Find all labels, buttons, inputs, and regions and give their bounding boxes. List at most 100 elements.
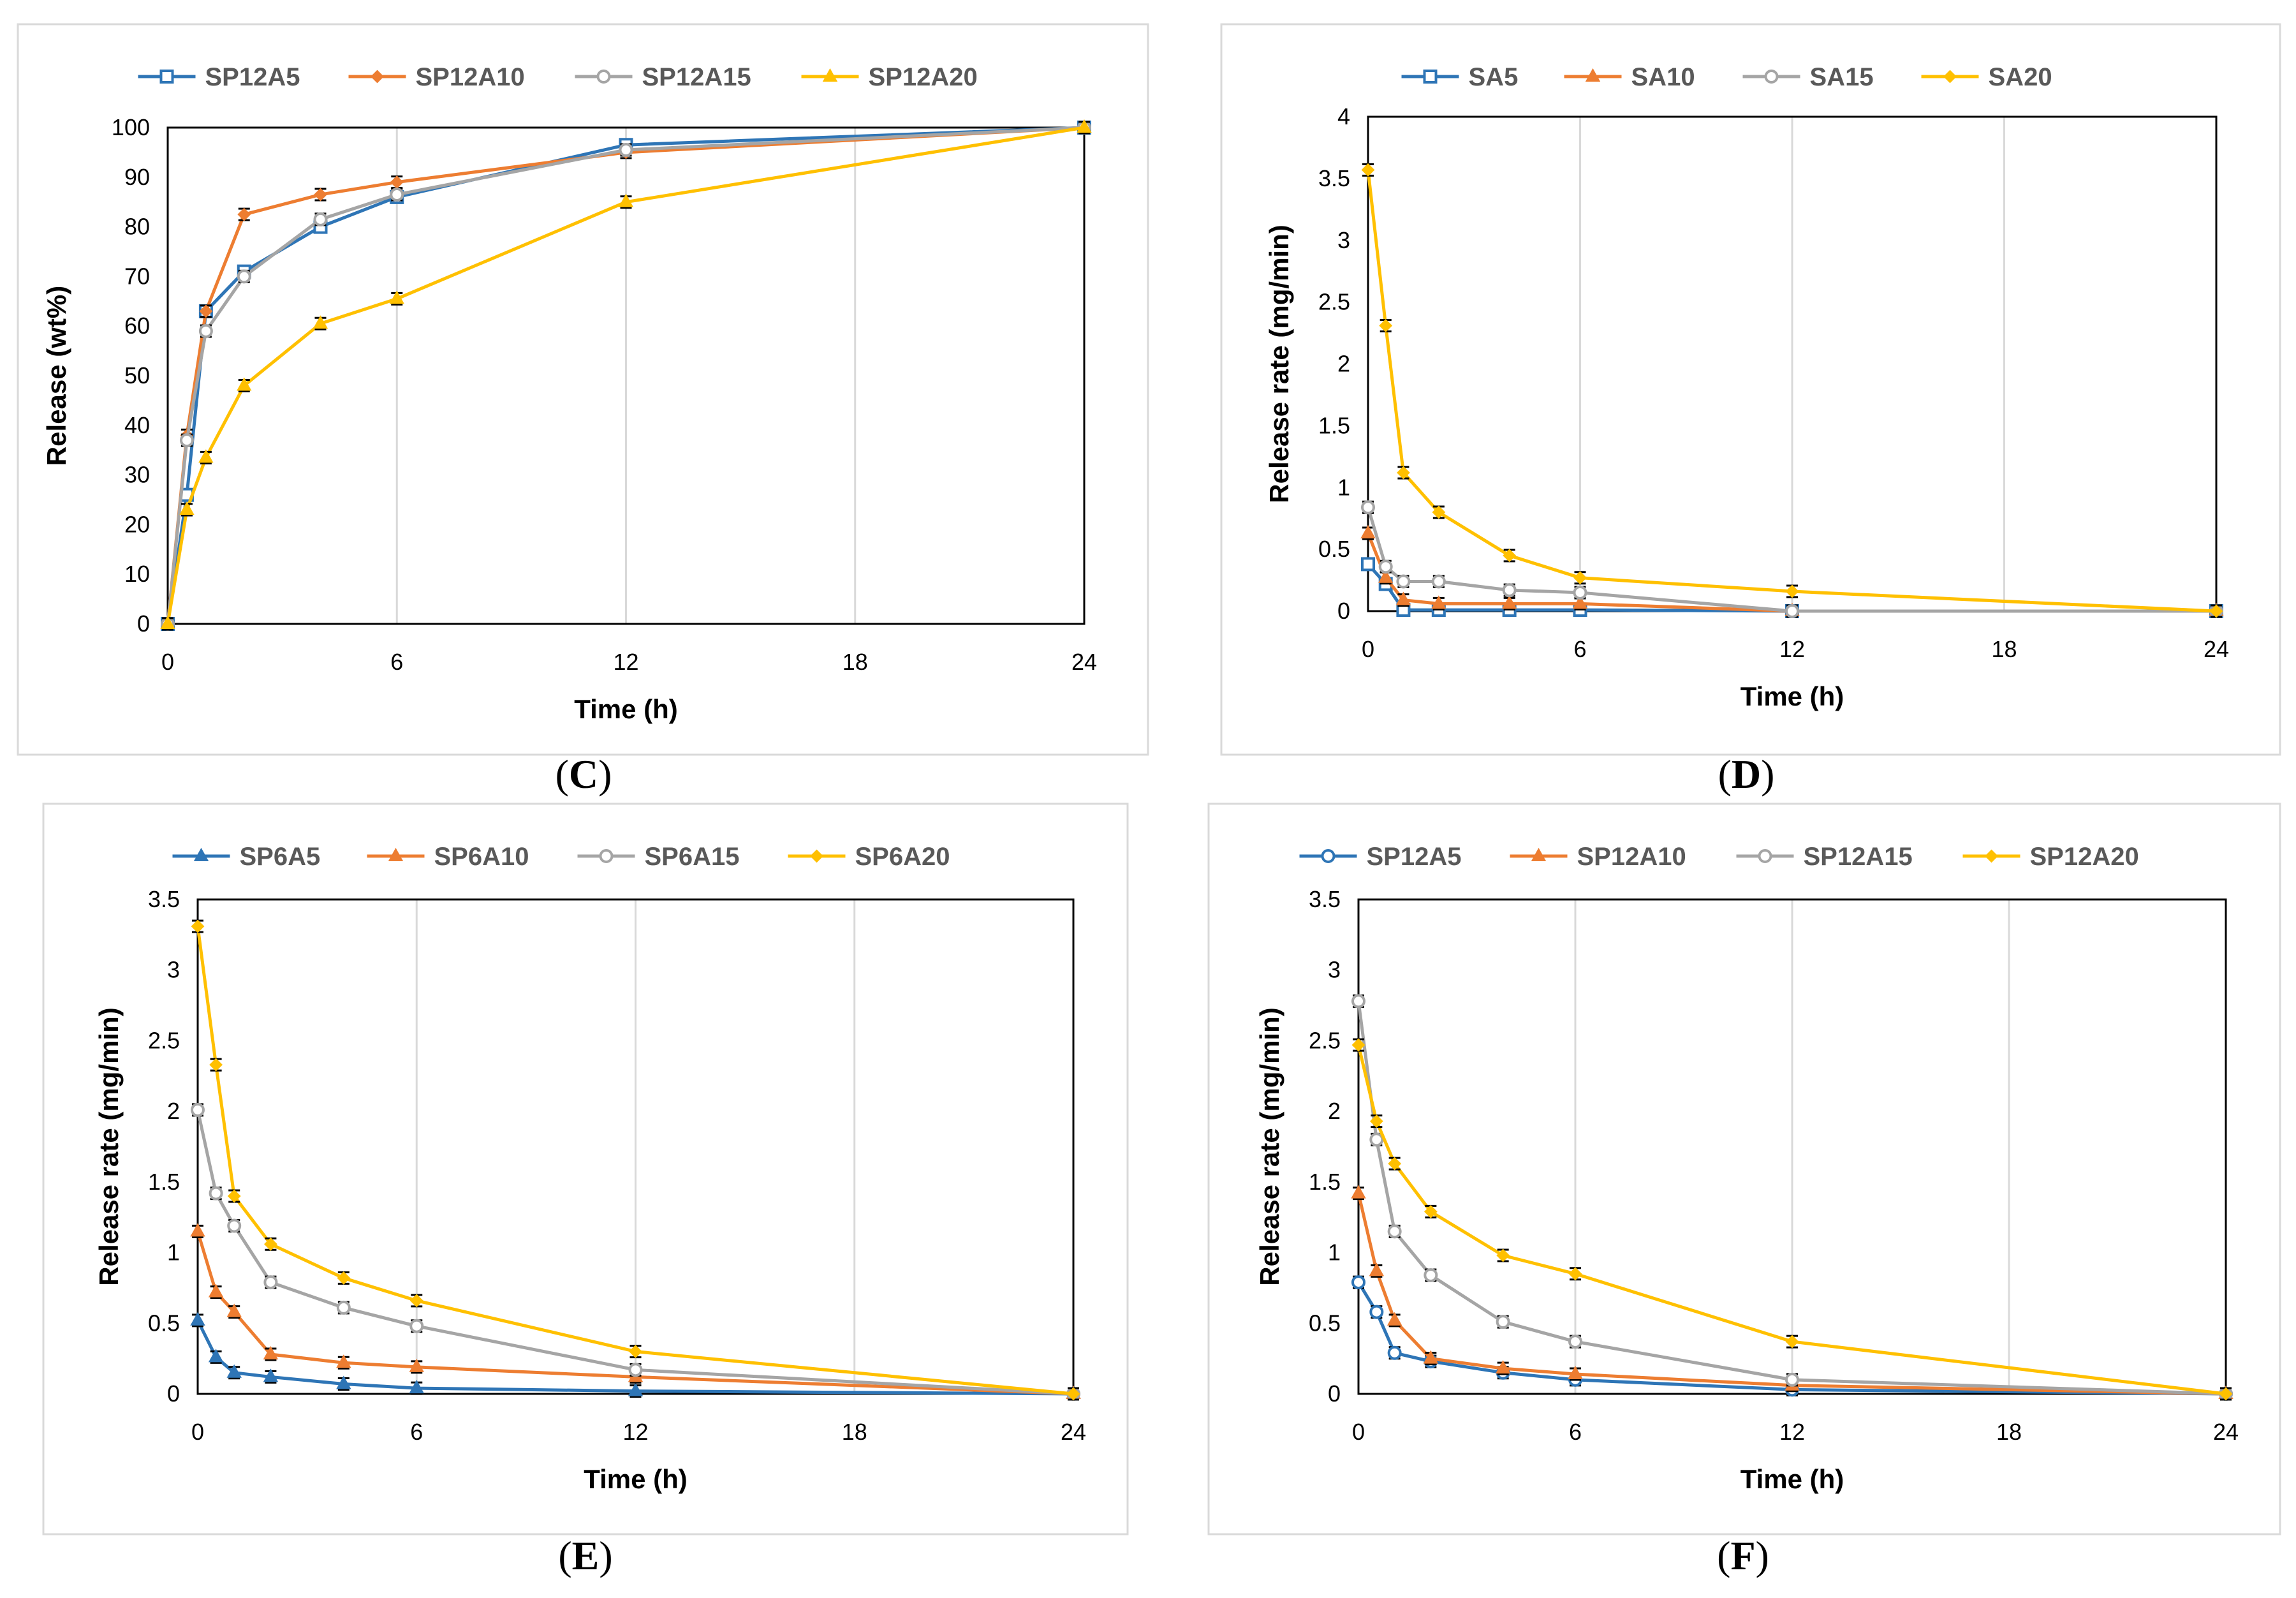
panel-c-legend: SP12A5 SP12A10 SP12A15 SP12A20 — [138, 63, 978, 91]
panel-e-frame — [42, 803, 1129, 1535]
panel-f-y-tick-label: 3.5 — [1309, 886, 1341, 912]
legend-label: SP12A10 — [1577, 843, 1686, 871]
data-point — [409, 1294, 423, 1308]
panel-c-y-tick-label: 60 — [124, 313, 150, 339]
legend-label: SP12A20 — [869, 63, 978, 91]
panel-c-y-tick-label: 30 — [124, 462, 150, 488]
panel-d-x-tick-label: 18 — [1991, 636, 2017, 662]
panel-f-x-tick-label: 24 — [2213, 1419, 2239, 1445]
panel-f-x-tick-label: 0 — [1352, 1419, 1365, 1445]
data-point — [313, 212, 328, 226]
panel-c-plot-area — [166, 126, 1085, 625]
panel-f-caption: (F) — [1717, 1533, 1769, 1578]
data-point — [336, 1375, 351, 1389]
legend-label: SA20 — [1989, 63, 2052, 91]
panel-e: 0 6 12 18 24 0 0.5 1 1.5 2 2.5 3 3.5 Time (h) Release … — [42, 803, 1129, 1578]
panel-f-series-sp12a20 — [1351, 1038, 2233, 1401]
legend-marker — [810, 849, 823, 863]
legend-marker — [1423, 70, 1438, 84]
legend-label: SP6A15 — [645, 843, 740, 871]
data-point — [237, 207, 251, 221]
data-point — [409, 1358, 424, 1372]
legend-marker — [1943, 70, 1957, 84]
data-point — [1503, 549, 1517, 563]
data-point — [208, 1284, 224, 1298]
legend-label: SA15 — [1810, 63, 1874, 91]
panel-c-x-tick-label: 6 — [390, 649, 403, 675]
data-point — [226, 1364, 242, 1378]
panel-c-y-tick-label: 10 — [124, 561, 150, 587]
data-point — [628, 1363, 643, 1377]
data-point — [1351, 994, 1365, 1009]
panel-c-legend-item-sp12a5: SP12A5 — [138, 63, 300, 91]
panel-f-y-tick-label: 3 — [1328, 957, 1341, 983]
panel-e-legend-item-sp6a15: SP6A15 — [577, 843, 740, 871]
panel-c-y-tick-label: 70 — [124, 263, 150, 289]
data-point — [1387, 1345, 1402, 1360]
panel-f-x-axis-title: Time (h) — [1740, 1464, 1844, 1494]
panel-f-y-tick-label: 2.5 — [1309, 1027, 1341, 1053]
panel-e-legend: SP6A5 SP6A10 SP6A15 SP6A20 — [172, 843, 950, 871]
panel-f-legend-item-sp12a10: SP12A10 — [1510, 843, 1686, 871]
panel-c-y-tick-label: 20 — [124, 511, 150, 537]
data-point — [198, 449, 214, 463]
data-point — [1568, 1365, 1583, 1379]
legend-label: SP12A15 — [1804, 843, 1913, 871]
panel-e-legend-item-sp6a10: SP6A10 — [367, 843, 529, 871]
panel-d-y-tick-label: 2.5 — [1318, 289, 1350, 315]
panel-c-y-axis-title: Release (wt%) — [41, 286, 71, 466]
data-point — [1369, 1262, 1385, 1276]
legend-marker — [159, 70, 174, 84]
panel-f-x-tick-label: 12 — [1779, 1419, 1805, 1445]
panel-f-y-tick-label: 1 — [1328, 1239, 1341, 1266]
data-point — [227, 1218, 242, 1233]
panel-d-legend-item-sa20: SA20 — [1921, 63, 2052, 91]
data-point — [1387, 1312, 1402, 1326]
panel-c-x-tick-label: 0 — [161, 649, 174, 675]
panel-e-y-tick-label: 3 — [167, 957, 180, 983]
panel-d-x-tick-label: 6 — [1573, 636, 1586, 662]
panel-d-legend: SA5 SA10 SA15 SA20 — [1401, 63, 2052, 91]
data-point — [209, 1186, 223, 1201]
data-point — [1361, 500, 1375, 515]
panel-e-y-tick-label: 0.5 — [148, 1310, 180, 1336]
panel-c-legend-item-sp12a10: SP12A10 — [348, 63, 525, 91]
data-point — [190, 1312, 205, 1326]
data-point — [389, 290, 404, 304]
data-point — [1572, 595, 1588, 609]
legend-label: SP12A20 — [2030, 843, 2139, 871]
data-point — [1423, 1350, 1439, 1364]
panel-e-caption: (E) — [558, 1533, 612, 1578]
panel-f-legend-item-sp12a20: SP12A20 — [1962, 843, 2139, 871]
panel-d-legend-item-sa15: SA15 — [1742, 63, 1874, 91]
data-point — [1432, 505, 1446, 519]
legend-marker — [1758, 849, 1772, 863]
panel-d-frame — [1220, 23, 2281, 756]
legend-marker — [193, 847, 209, 861]
data-point — [263, 1345, 279, 1359]
panel-d-caption: (D) — [1718, 751, 1775, 797]
data-point — [208, 1349, 224, 1363]
panel-d-y-tick-label: 2 — [1337, 351, 1350, 377]
data-point — [209, 1058, 223, 1072]
panel-f-legend-item-sp12a15: SP12A15 — [1736, 843, 1913, 871]
data-point — [1573, 571, 1587, 585]
panel-d-y-tick-label: 1.5 — [1318, 412, 1350, 438]
data-point — [264, 1237, 277, 1251]
data-point — [1361, 163, 1375, 177]
data-point — [1424, 1204, 1438, 1218]
panel-e-x-tick-label: 24 — [1061, 1419, 1086, 1445]
panel-f-series-sp12a10 — [1351, 1185, 2233, 1401]
panel-d-legend-item-sa10: SA10 — [1564, 63, 1695, 91]
panel-c-legend-item-sp12a20: SP12A20 — [801, 63, 978, 91]
data-point — [1502, 583, 1517, 598]
data-point — [1351, 1275, 1365, 1290]
data-point — [1360, 524, 1376, 538]
panel-c-y-tick-label: 90 — [124, 164, 150, 190]
panel-e-x-tick-label: 0 — [191, 1419, 204, 1445]
data-point — [2219, 1387, 2233, 1401]
data-point — [1351, 1038, 1365, 1052]
data-point — [237, 269, 251, 284]
data-point — [1379, 319, 1393, 332]
